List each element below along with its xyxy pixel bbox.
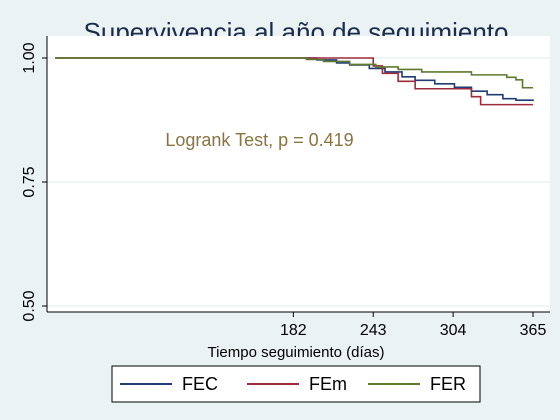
series-line-fec — [55, 57, 534, 102]
logrank-annotation: Logrank Test, p = 0.419 — [165, 130, 353, 150]
series-line-fer — [55, 57, 533, 89]
y-tick-label: 1.00 — [21, 42, 38, 73]
plot-area — [47, 36, 550, 312]
x-tick-label: 365 — [520, 322, 547, 339]
x-tick-label: 243 — [360, 322, 387, 339]
y-tick-label: 0.50 — [21, 290, 38, 321]
x-tick-label: 304 — [440, 322, 467, 339]
legend-label-fec: FEC — [182, 374, 218, 394]
legend-label-fem: FEm — [309, 374, 347, 394]
legend-label-fer: FER — [430, 374, 466, 394]
x-axis-title: Tiempo seguimiento (días) — [207, 344, 384, 361]
x-tick-label: 182 — [280, 322, 307, 339]
series-line-fem — [55, 57, 533, 106]
y-tick-label: 0.75 — [21, 166, 38, 197]
